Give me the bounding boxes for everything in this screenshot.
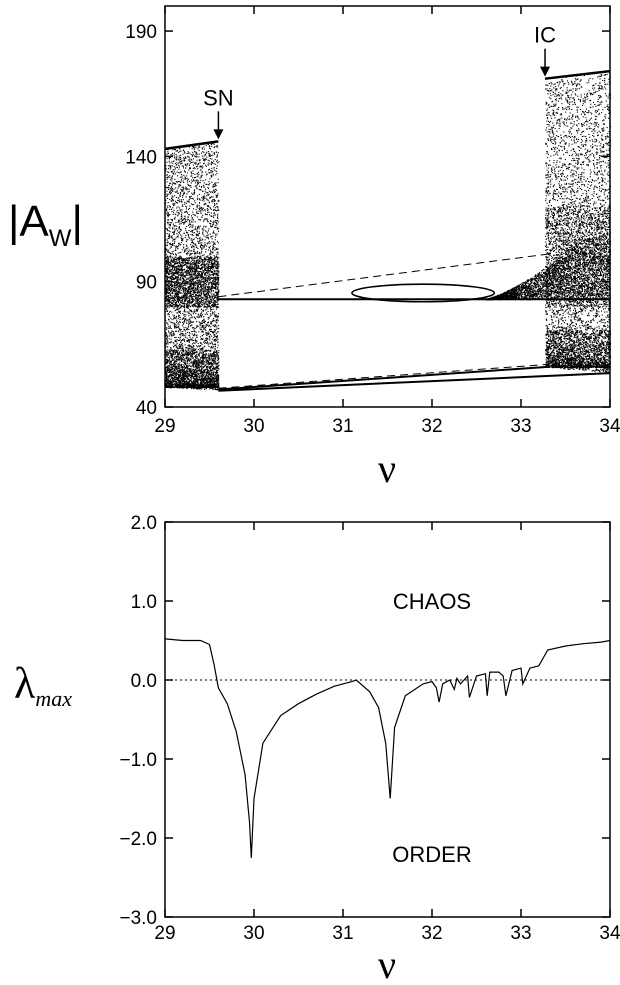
- annotation-sn: SN: [203, 85, 234, 110]
- top-x-tick-label: 33: [510, 416, 531, 437]
- periodic-branch-2: [218, 372, 611, 392]
- top-x-tick-label: 34: [599, 416, 620, 437]
- top-panel: 29 30 31 32 33 34 40 90 140 190 SN IC |AW| ν: [8, 5, 620, 491]
- bottom-plot-frame: [164, 521, 611, 918]
- top-x-tick-label: 32: [421, 416, 442, 437]
- series-lambda-max-line: [164, 638, 611, 858]
- region-top-edge: [544, 69, 611, 80]
- top-y-tick-label: 90: [136, 273, 157, 294]
- top-x-tick-label: 29: [154, 416, 175, 437]
- top-x-tick-label: 30: [243, 416, 264, 437]
- periodic-branch-1: [218, 365, 548, 391]
- bottom-y-tick-label: −1.0: [119, 750, 157, 771]
- label-chaos: CHAOS: [393, 589, 471, 614]
- periodic-branch-3: [218, 253, 548, 298]
- top-data-marks: [164, 69, 612, 392]
- top-y-tick-label: 190: [125, 22, 157, 43]
- top-x-tick-label: 31: [332, 416, 353, 437]
- bottom-ticks: 29 30 31 32 33 34 2.0 1.0 0.0 −1.0 −2.0 −3.0: [119, 513, 620, 944]
- bottom-x-tick-label: 31: [332, 923, 353, 944]
- bottom-y-tick-label: 1.0: [131, 592, 157, 613]
- arrowhead-ic: [540, 66, 551, 77]
- bottom-y-tick-label: −3.0: [119, 908, 157, 929]
- bottom-x-tick-label: 33: [510, 923, 531, 944]
- annotation-ic: IC: [534, 23, 556, 48]
- top-x-axis-label: ν: [378, 446, 396, 491]
- top-plot-frame: [164, 5, 611, 408]
- top-y-tick-label: 140: [125, 147, 157, 168]
- bottom-x-tick-label: 34: [599, 923, 620, 944]
- region-chaotic-right: [544, 69, 612, 373]
- bottom-x-tick-label: 30: [243, 923, 264, 944]
- region-chaotic-left: [164, 140, 220, 391]
- periodic-branch-4: [218, 363, 548, 389]
- region-top-edge: [164, 140, 219, 151]
- top-y-tick-label: 40: [136, 398, 157, 419]
- bottom-y-tick-label: 2.0: [131, 513, 157, 534]
- top-ticks: 29 30 31 32 33 34 40 90 140 190: [125, 6, 620, 437]
- bottom-y-tick-label: −2.0: [119, 829, 157, 850]
- bottom-y-axis-label: λmax: [14, 659, 72, 711]
- bottom-x-axis-label: ν: [378, 942, 396, 985]
- bottom-x-tick-label: 29: [154, 923, 175, 944]
- period-doubling-bubble: [351, 283, 496, 303]
- bottom-x-tick-label: 32: [421, 923, 442, 944]
- bottom-y-tick-label: 0.0: [131, 671, 157, 692]
- arrowhead-sn: [213, 129, 224, 140]
- top-y-axis-label: |AW|: [8, 197, 83, 252]
- bottom-panel: 29 30 31 32 33 342.01.00.0−1.0−2.0−3.0 CHAOS …: [14, 513, 620, 985]
- label-order: ORDER: [392, 842, 471, 867]
